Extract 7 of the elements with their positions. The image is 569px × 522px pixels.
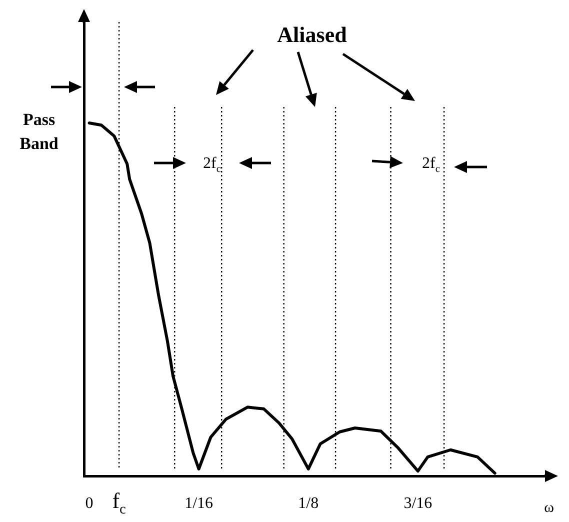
x-tick-label: 1/16 [184, 495, 214, 512]
x-tick-label: 1/8 [298, 495, 319, 512]
text: Pass Band [20, 110, 59, 153]
x-axis-title: ω [544, 500, 554, 516]
x-tick-label: 3/16 [404, 495, 432, 512]
x-tick-label: 0 [85, 495, 94, 512]
text: Aliased [277, 22, 347, 47]
